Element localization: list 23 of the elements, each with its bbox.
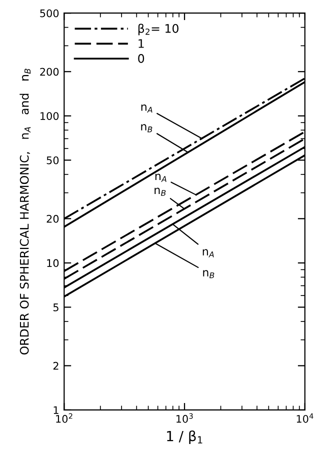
legend-label: β$_{2}$= 10	[138, 24, 178, 36]
y-tick-label: 2	[53, 362, 58, 370]
y-tick-label: 100	[40, 112, 59, 120]
annotation: n$_{A}$	[202, 249, 214, 258]
y-tick-label: 5	[53, 304, 58, 312]
y-tick-label: 200	[40, 68, 59, 76]
annotation: n$_{B}$	[203, 270, 214, 278]
x-tick-label: 10$^{4}$	[296, 413, 314, 423]
x-axis-title: 1 / β$_{1}$	[167, 430, 202, 444]
annotation: n$_{B}$	[141, 124, 152, 132]
annotation: n$_{A}$	[141, 104, 152, 113]
legend-label: 1	[138, 39, 144, 48]
y-tick-label: 20	[46, 214, 59, 223]
x-tick-label: 10$^{3}$	[176, 413, 193, 423]
y-tick-label: 10	[47, 259, 59, 268]
text: ORDER OF SPHERICAL HARMONIC, n$_{A}$ and n$_{B}$	[20, 68, 31, 354]
y-tick-label: 1	[54, 406, 58, 414]
y-tick-label: 500	[40, 9, 59, 18]
y-tick-label: 50	[46, 156, 59, 164]
x-tick-label: 10$^{2}$	[56, 413, 72, 423]
annotation: n$_{B}$	[154, 188, 166, 196]
legend-label: 0	[138, 54, 144, 63]
annotation: n$_{A}$	[155, 174, 166, 182]
